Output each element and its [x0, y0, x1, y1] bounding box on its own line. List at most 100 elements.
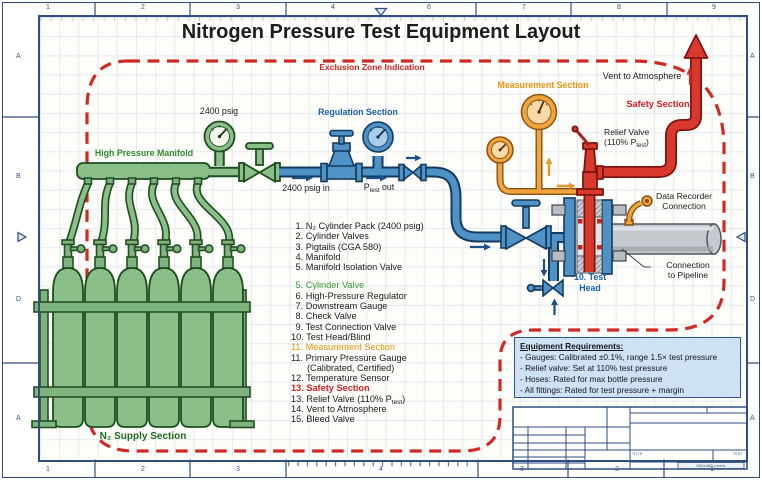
data-recorder-label-line2: Connection — [662, 201, 706, 212]
manifold-isolation-valve — [238, 142, 281, 184]
test-connection-valve — [500, 199, 552, 251]
bleed-valve — [526, 278, 564, 298]
frame-col-label: 2 — [141, 3, 145, 11]
check-valve — [398, 163, 427, 182]
requirements-title: Equipment Requirements: — [520, 341, 624, 351]
flow-arrows-blue — [292, 154, 558, 315]
legend-item-continuation: (Calibrated, Certified) — [307, 362, 395, 373]
top-center-mark — [374, 7, 388, 17]
safety-section — [571, 34, 709, 196]
measurement-section — [486, 93, 653, 226]
legend-item-safety-section: 13. Safety Section — [291, 383, 370, 394]
manifold-gauge-label: 2400 psig — [199, 106, 239, 116]
frame-row-label: A — [750, 53, 755, 60]
requirement-item: - Gauges: Calibrated ±0.1%, range 1.5× t… — [520, 352, 718, 362]
rack-rail-bottom — [33, 386, 251, 398]
outlet-p: P — [363, 182, 370, 192]
manifold-section-label: High Pressure Manifold — [94, 148, 194, 158]
bolt — [612, 250, 627, 262]
regulation-section — [279, 121, 566, 315]
legend-item-cylinder-valve: 5. Cylinder Valve — [295, 280, 365, 291]
legend-item: 1. N₂ Cylinder Pack (2400 psig) — [295, 221, 424, 231]
legend-gap — [291, 272, 424, 280]
relief-sub: test — [636, 143, 647, 150]
data-recorder-label: Data Recorder Connection — [656, 191, 712, 212]
requirement-item: - Relief valve: Set at 110% test pressur… — [520, 363, 668, 373]
rack-foot-right — [229, 420, 255, 429]
relief-post: ) — [646, 137, 649, 148]
relief-valve-label: Relief Valve (110% Ptest) — [604, 127, 649, 151]
legend-item-relief-valve: 13. Relief Valve (110% Ptest) — [291, 393, 424, 406]
bolt — [612, 204, 627, 216]
page-title: Nitrogen Pressure Test Equipment Layout — [181, 21, 581, 43]
test-head-label-line1: 10. Test — [573, 272, 607, 282]
flow-arrows-orange — [545, 157, 576, 190]
relief-pre: (110% P — [604, 137, 637, 148]
safety-section-label: Safety Section — [626, 99, 690, 109]
legend-item: 5. Manifold Isolation Valve — [295, 262, 403, 273]
inlet-pressure-label: 2400 psig in — [282, 183, 330, 193]
test-head-label-line2: Head — [579, 282, 601, 293]
measurement-section-label: Measurement Section — [497, 80, 589, 90]
frame-col-label: 3 — [236, 466, 240, 473]
frame-col-label: 9 — [712, 3, 716, 11]
high-pressure-regulator — [320, 129, 363, 183]
pipeline-connection-label-line1: Connection — [666, 260, 710, 270]
frame-col-label: 3 — [236, 3, 240, 11]
legend-item: 2. Cylinder Valves — [295, 231, 369, 242]
regulation-section-label: Regulation Section — [318, 107, 398, 117]
pigtails — [64, 181, 234, 248]
frame-col-label: 3 — [520, 466, 524, 473]
frame-col-label: 1 — [710, 466, 714, 473]
relief-valve — [571, 125, 604, 196]
legend-item: 14. Vent to Atmosphere — [291, 404, 387, 415]
manifold-outlet-pipe — [209, 150, 243, 178]
frame-col-label: 7 — [522, 3, 526, 11]
data-recorder-connection — [624, 195, 653, 226]
frame-col-label: 6 — [427, 3, 431, 11]
pipeline-connection-label: Connection to Pipeline — [666, 260, 709, 281]
requirement-item: - Hoses: Rated for max bottle pressure — [520, 374, 663, 384]
supply-section-label: N₂ Supply Section — [99, 431, 187, 442]
sheet-inner-border — [38, 15, 748, 462]
vent-arrow — [683, 34, 709, 59]
test-head — [551, 192, 627, 277]
legend-item: 6. High-Pressure Regulator — [295, 290, 407, 301]
frame-row-label: A — [750, 415, 755, 422]
relief-valve-label-line2: (110% Ptest) — [604, 137, 649, 150]
frame-row-label: A — [16, 415, 21, 422]
right-center-mark — [735, 231, 746, 243]
frame-row-label: A — [16, 53, 21, 60]
pipeline-connection-label-line2: to Pipeline — [667, 270, 709, 281]
equipment-requirements-box: Equipment Requirements: - Gauges: Calibr… — [514, 337, 741, 398]
equipment-legend: 1. N₂ Cylinder Pack (2400 psig) 2. Cylin… — [291, 221, 424, 425]
frame-row-label: B — [16, 173, 21, 180]
relief-valve-label-line1: Relief Valve — [604, 127, 650, 137]
frame-col-label: 2 — [615, 466, 619, 473]
legend-item: 3. Pigtails (CGA 580) — [295, 241, 382, 252]
n2-supply-section — [31, 120, 281, 429]
bolt — [551, 204, 566, 216]
frame-col-label: 1 — [46, 466, 50, 473]
legend-item: 10. Test Head/Blind — [291, 331, 371, 342]
primary-pressure-gauge — [520, 93, 558, 131]
legend-relief-pre: 13. Relief Valve (110% P — [291, 393, 392, 404]
legend-item: 12. Temperature Sensor — [291, 373, 390, 384]
frame-col-label: 2 — [141, 466, 145, 473]
frame-row-label: D — [750, 296, 756, 303]
legend-item: 7. Downstream Gauge — [295, 301, 388, 312]
outlet-sub: test — [369, 187, 380, 194]
title-block-size-label: 960x480 pixels — [696, 463, 726, 469]
requirement-item: - All fittings: Rated for test pressure … — [520, 385, 684, 395]
bolt — [551, 250, 566, 262]
blue-piping — [279, 156, 566, 281]
frame-row-label: D — [16, 296, 22, 303]
frame-col-label: 4 — [379, 466, 383, 473]
title-block-title-label: TITLE — [632, 451, 643, 456]
legend-item: 9. Test Connection Valve — [295, 321, 397, 332]
legend-relief-post: ) — [402, 393, 406, 404]
rack-rail-top — [33, 301, 251, 313]
title-block — [512, 406, 748, 470]
